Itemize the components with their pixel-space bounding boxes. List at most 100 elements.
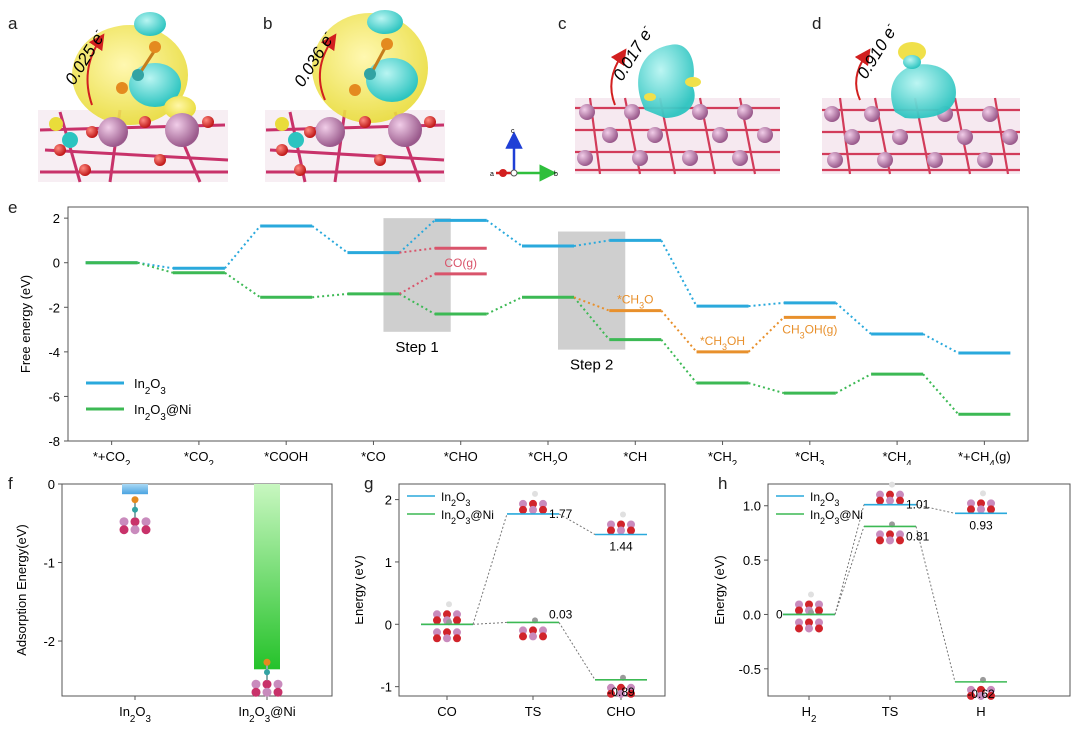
chart-e-connector-in2o3 — [224, 225, 261, 269]
atom — [443, 634, 451, 643]
atom — [967, 691, 975, 700]
chart-g-legend-label: In2O3@Ni — [441, 508, 494, 526]
atom — [433, 610, 441, 619]
atom — [119, 517, 129, 527]
chart-e-frame — [67, 206, 1029, 442]
chart-e-connector-ch3 — [747, 316, 785, 353]
atom — [262, 687, 272, 697]
chart-f-frame — [61, 483, 333, 697]
chart-e-connector-ni — [922, 373, 960, 415]
chart-h-value-label: 0 — [776, 607, 783, 621]
chart-g-connector — [558, 513, 596, 535]
chart-g-ytick-label: -1 — [380, 680, 392, 695]
chart-f-ytick-label: 0 — [48, 477, 55, 492]
chart-g-structure — [607, 674, 635, 698]
atom — [627, 520, 635, 529]
chart-f-molecule-in2o3 — [119, 496, 151, 535]
chart-h-ytick-label: 0.0 — [743, 607, 761, 622]
chart-h-value-label: 1.01 — [906, 498, 930, 512]
panel-letter-d: d — [812, 14, 822, 33]
chart-g-structure — [433, 619, 461, 643]
atom — [617, 520, 625, 529]
atom — [815, 624, 823, 633]
chart-h-connector — [915, 504, 956, 514]
atom — [987, 505, 995, 514]
atom — [815, 606, 823, 615]
chart-e-xtick-label: *+CH4(g) — [958, 449, 1011, 465]
atom — [453, 628, 461, 637]
atom — [620, 511, 626, 518]
chart-e-xtick-label: *CO — [361, 449, 386, 464]
chart-h-frame — [767, 483, 1071, 697]
atom — [967, 499, 975, 508]
structure-a — [38, 12, 229, 183]
atom — [876, 496, 884, 505]
atom — [519, 505, 527, 514]
atom — [131, 496, 139, 504]
chart-h-structure — [876, 521, 904, 545]
chart-e-connector-ni — [835, 373, 872, 394]
atom — [815, 600, 823, 609]
atom — [539, 499, 547, 508]
chart-e-connector-in2o3 — [835, 302, 872, 335]
atom — [539, 626, 547, 635]
chart-e-connector-ni — [224, 271, 261, 299]
chart-e-connector-in2o3 — [660, 239, 698, 307]
atom — [967, 685, 975, 694]
structure-c — [575, 44, 780, 175]
atom — [617, 689, 625, 698]
atom — [896, 490, 904, 499]
chart-e-connector-in2o3 — [486, 219, 523, 247]
chart-h-connector — [834, 526, 865, 615]
atom — [977, 691, 985, 700]
atom — [795, 606, 803, 615]
chart-g-xtick-label: CO — [437, 704, 457, 719]
chart-f-xtick-label: In2O3@Ni — [238, 704, 295, 725]
atom — [251, 679, 261, 689]
chart-f-xtick-label: In2O3 — [119, 704, 151, 725]
chart-e-xtick-label: *CH4 — [882, 449, 912, 465]
chart-e-ytick-label: 2 — [53, 211, 60, 226]
chart-g-structure — [519, 617, 547, 641]
atom — [886, 536, 894, 545]
chart-f-bar-in2o3 — [122, 484, 148, 495]
chart-h-structure — [795, 609, 823, 633]
chart-g-structure — [519, 490, 547, 514]
atom — [262, 679, 272, 689]
chart-e-connector-co-g — [398, 272, 436, 295]
chart-e-legend-label: In2O3 — [134, 376, 166, 397]
panel-letter-a: a — [8, 14, 18, 33]
atom — [130, 525, 140, 535]
atom — [607, 689, 615, 698]
chart-h-value-label: 0.93 — [969, 518, 993, 532]
chart-f-ylabel: Adsorption Energy(eV) — [14, 524, 29, 656]
atom — [805, 618, 813, 627]
atom — [130, 517, 140, 527]
atom — [529, 499, 537, 508]
atom — [532, 490, 538, 497]
atom — [263, 658, 271, 666]
chart-g-value-label: 1.44 — [609, 540, 633, 554]
atom — [627, 526, 635, 535]
atom — [453, 616, 461, 625]
atom — [519, 632, 527, 641]
chart-g-connector — [558, 622, 596, 681]
structure-b — [265, 10, 445, 183]
atom — [795, 600, 803, 609]
chart-h-xtick-label: H2 — [802, 704, 817, 725]
atom — [119, 525, 129, 535]
chart-e-xtick-label: *CH3 — [795, 449, 824, 465]
atom — [808, 591, 814, 598]
atom — [627, 683, 635, 692]
axes-glyph: c a b — [490, 128, 558, 182]
chart-g-legend-label: In2O3 — [441, 490, 470, 508]
atom — [987, 685, 995, 694]
chart-f-ytick-label: -1 — [43, 556, 55, 571]
chart-h-legend-label: In2O3@Ni — [810, 508, 863, 526]
chart-e-label-co-g: CO(g) — [444, 256, 477, 270]
atom — [433, 616, 441, 625]
chart-e-ylabel: Free energy (eV) — [18, 275, 33, 373]
chart-e-xtick-label: *COOH — [264, 449, 308, 464]
chart-h-ytick-label: -0.5 — [739, 662, 761, 677]
atom — [433, 628, 441, 637]
